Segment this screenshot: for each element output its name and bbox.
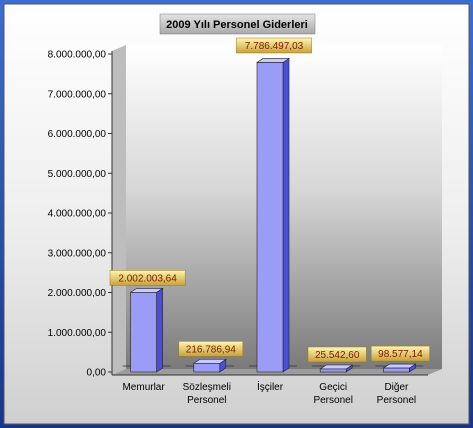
value-label: 25.542,60 xyxy=(315,350,360,361)
category-label: Sözleşmeli xyxy=(183,382,231,393)
category-label: İşçiler xyxy=(257,380,284,393)
y-tick-label: 5.000.000,00 xyxy=(48,169,107,180)
value-label-box xyxy=(109,270,186,286)
y-tick-label: 6.000.000,00 xyxy=(48,129,107,140)
bar xyxy=(383,367,410,373)
y-tick-label: 8.000.000,00 xyxy=(48,50,107,61)
bar xyxy=(319,368,347,373)
bar-side xyxy=(282,57,290,373)
side-wall xyxy=(112,45,126,375)
bar xyxy=(256,62,284,373)
category-label: Personel xyxy=(313,395,352,406)
bar xyxy=(130,292,157,373)
bar-side xyxy=(156,287,163,373)
y-tick-label: 0,00 xyxy=(87,368,107,379)
bar-top xyxy=(319,364,354,370)
category-label: Diğer xyxy=(384,382,409,393)
bar-top xyxy=(129,288,164,293)
data-labels: 2.002.003,64 216.786,94 7.786.497,03 25.542… xyxy=(109,37,430,363)
y-tick-label: 1.000.000,00 xyxy=(48,328,107,339)
bar-top xyxy=(192,359,227,364)
title-box xyxy=(159,13,316,35)
value-label: 98.577,14 xyxy=(378,349,423,360)
x-axis: Memurlar Sözleşmeli Personel İşçiler Geçici P… xyxy=(122,380,416,406)
bar-top xyxy=(382,363,417,369)
chart-title: 2009 Yılı Personel Giderleri xyxy=(166,19,308,31)
bar-top xyxy=(256,58,290,63)
category-label: Memurlar xyxy=(122,382,165,393)
value-label-box xyxy=(370,345,430,362)
value-label-box xyxy=(307,346,367,363)
y-axis: 0,00 1.000.000,00 2.000.000,00 3.000.000,00… xyxy=(48,50,112,379)
y-tick-label: 3.000.000,00 xyxy=(48,248,107,259)
bar xyxy=(193,363,221,373)
value-label: 7.786.497,03 xyxy=(245,41,304,52)
value-label: 216.786,94 xyxy=(186,344,236,355)
y-tick-label: 2.000.000,00 xyxy=(48,288,107,299)
category-label: Personel xyxy=(377,395,416,406)
category-label: Geçici xyxy=(319,382,347,393)
value-label-box xyxy=(178,341,244,357)
value-label-box xyxy=(236,37,312,54)
y-tick-label: 7.000.000,00 xyxy=(48,89,107,100)
value-label: 2.002.003,64 xyxy=(118,273,177,284)
y-tick-label: 4.000.000,00 xyxy=(48,209,107,220)
category-label: Personel xyxy=(187,395,226,406)
bars xyxy=(122,57,424,373)
